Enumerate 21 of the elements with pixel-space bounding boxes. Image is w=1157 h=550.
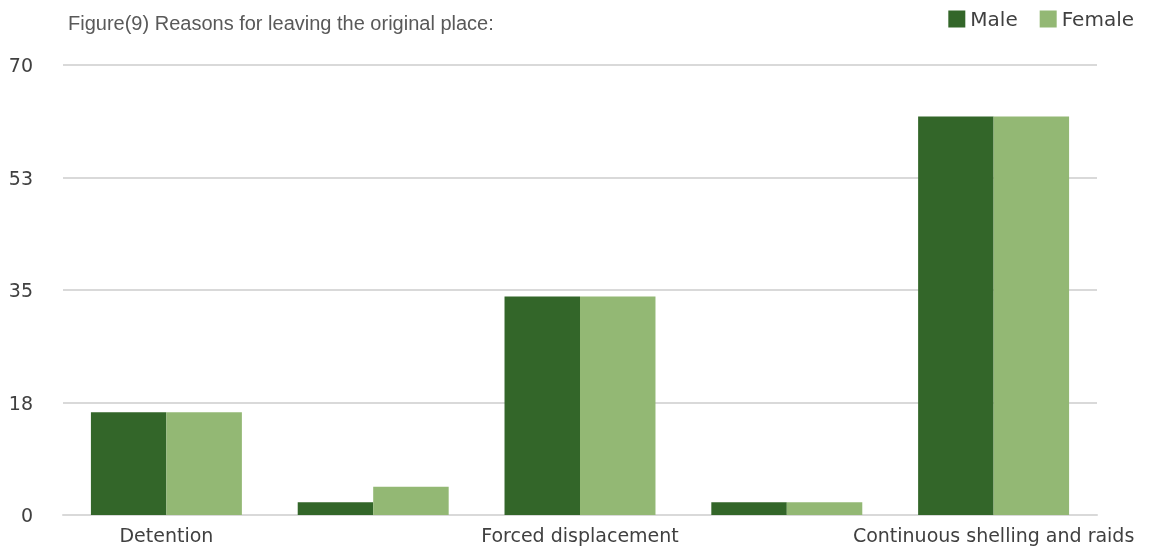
y-tick-label: 70 <box>8 54 33 76</box>
y-tick-label: 35 <box>8 279 33 301</box>
bar <box>297 502 374 515</box>
legend-label: Male <box>970 7 1018 31</box>
y-tick-label: 53 <box>8 166 33 189</box>
y-tick-label: 18 <box>8 391 33 414</box>
chart-title: Figure(9) Reasons for leaving the original place: <box>68 12 494 34</box>
x-tick-label: Forced displacement <box>481 523 679 546</box>
bar <box>166 412 242 515</box>
y-tick-label: 0 <box>20 504 33 526</box>
bar <box>918 116 994 515</box>
bar <box>90 412 167 515</box>
x-tick-label: Continuous shelling and raids <box>852 523 1135 546</box>
bar <box>993 116 1070 515</box>
bar <box>711 502 787 515</box>
bar <box>786 502 863 515</box>
bar <box>504 296 580 515</box>
bar <box>373 486 449 515</box>
x-tick-label: Detention <box>119 523 214 546</box>
legend-label: Female <box>1061 7 1135 31</box>
bar <box>580 296 656 515</box>
